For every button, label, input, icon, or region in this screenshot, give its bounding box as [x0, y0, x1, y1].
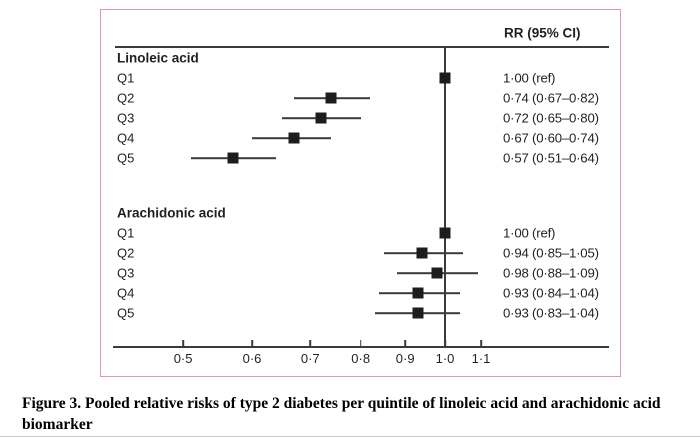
point-estimate-marker [416, 247, 428, 259]
forest-plot-panel: RR (95% CI) 0·5 0·6 0·7 0·8 0·9 1·0 1·1 Linolei… [100, 9, 621, 377]
quintile-label: Q5 [117, 305, 135, 321]
quintile-label: Q1 [117, 225, 135, 241]
x-axis-tick-label: 1·0 [435, 351, 455, 366]
point-estimate-marker [412, 287, 424, 299]
point-estimate-marker [431, 267, 443, 279]
reference-line [444, 47, 446, 347]
point-estimate-marker [439, 227, 451, 239]
rr-value-text: 0·93 (0·83–1·04) [503, 305, 599, 321]
group-label: Arachidonic acid [117, 205, 226, 221]
rr-value-text: 0·72 (0·65–0·80) [503, 110, 599, 126]
x-axis-tick-label: 1·1 [471, 351, 491, 366]
quintile-label: Q4 [117, 285, 135, 301]
header-rule [115, 46, 609, 48]
x-axis-tick [480, 340, 482, 346]
x-axis-tick [444, 340, 446, 346]
point-estimate-marker [288, 132, 300, 144]
x-axis-tick [251, 340, 253, 346]
x-axis-tick [404, 340, 406, 346]
rr-value-text: 0·67 (0·60–0·74) [503, 130, 599, 146]
rr-column-header: RR (95% CI) [504, 25, 581, 41]
group-label: Linoleic acid [117, 50, 199, 66]
rr-value-text: 0·98 (0·88–1·09) [503, 265, 599, 281]
rr-value-text: 0·94 (0·85–1·05) [503, 245, 599, 261]
x-axis-tick-label: 0·5 [173, 351, 193, 366]
quintile-label: Q4 [117, 130, 135, 146]
point-estimate-marker [412, 307, 424, 319]
quintile-label: Q3 [117, 110, 135, 126]
point-estimate-marker [439, 72, 451, 84]
rr-value-text: 1·00 (ref) [503, 225, 556, 241]
rr-value-text: 0·93 (0·84–1·04) [503, 285, 599, 301]
x-axis-tick-label: 0·8 [351, 351, 371, 366]
rr-value-text: 1·00 (ref) [503, 70, 556, 86]
quintile-label: Q1 [117, 70, 135, 86]
quintile-label: Q2 [117, 90, 135, 106]
x-axis-tick-label: 0·9 [395, 351, 415, 366]
point-estimate-marker [315, 112, 327, 124]
quintile-label: Q5 [117, 150, 135, 166]
x-axis-tick-label: 0·6 [242, 351, 262, 366]
rr-value-text: 0·57 (0·51–0·64) [503, 150, 599, 166]
x-axis-tick-label: 0·7 [300, 351, 320, 366]
x-axis-tick [359, 340, 362, 346]
quintile-label: Q3 [117, 265, 135, 281]
rr-value-text: 0·74 (0·67–0·82) [503, 90, 599, 106]
figure-caption: Figure 3. Pooled relative risks of type … [22, 395, 661, 433]
point-estimate-marker [325, 92, 337, 104]
x-axis-tick [182, 340, 184, 346]
point-estimate-marker [227, 152, 239, 164]
quintile-label: Q2 [117, 245, 135, 261]
x-axis-line [113, 346, 609, 348]
cropped-bottom-rule [0, 436, 700, 437]
x-axis-tick [309, 340, 312, 346]
